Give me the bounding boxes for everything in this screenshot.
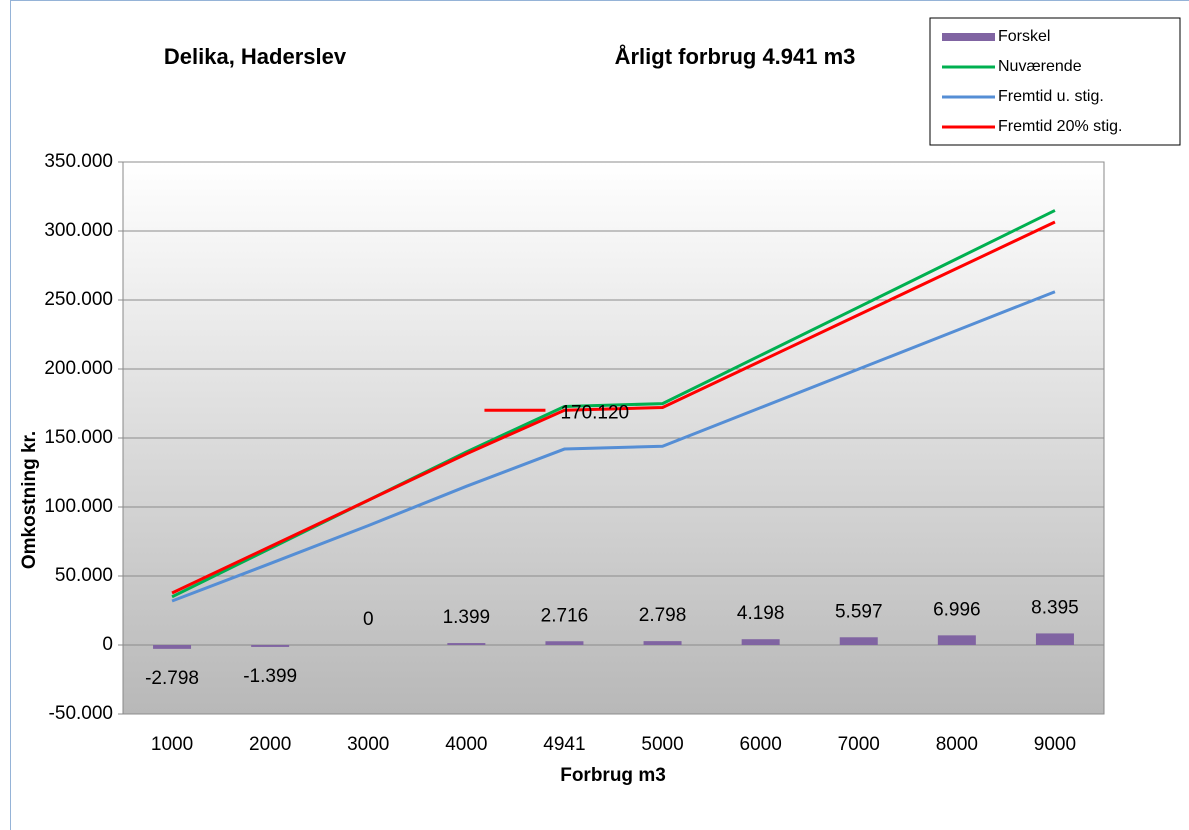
data-label: -2.798 (145, 668, 199, 689)
bar (937, 635, 976, 645)
x-tick-label: 4941 (543, 734, 585, 755)
y-tick-label: -50.000 (49, 703, 113, 724)
x-tick-label: 2000 (249, 734, 291, 755)
y-axis-label: Omkostning kr. (19, 431, 40, 569)
chart-title: Delika, Haderslev (164, 44, 347, 69)
y-tick-label: 0 (102, 634, 113, 655)
legend-marker (942, 33, 995, 41)
x-tick-label: 7000 (838, 734, 880, 755)
bar (251, 645, 290, 647)
y-tick-label: 150.000 (44, 427, 113, 448)
chart-subtitle: Årligt forbrug 4.941 m3 (615, 43, 856, 69)
bar (741, 639, 780, 645)
y-tick-label: 300.000 (44, 220, 113, 241)
data-label: 0 (363, 609, 374, 630)
y-tick-label: 250.000 (44, 289, 113, 310)
y-tick-label: 50.000 (55, 565, 113, 586)
data-label: 4.198 (737, 603, 785, 624)
x-axis-label: Forbrug m3 (560, 765, 666, 786)
legend-label: Fremtid u. stig. (998, 88, 1104, 105)
data-label: 6.996 (933, 599, 981, 620)
y-tick-label: 350.000 (44, 151, 113, 172)
x-tick-label: 4000 (445, 734, 487, 755)
data-label: 2.798 (639, 605, 687, 626)
data-label: 5.597 (835, 601, 883, 622)
data-label: 8.395 (1031, 597, 1079, 618)
x-tick-label: 8000 (936, 734, 978, 755)
y-tick-label: 100.000 (44, 496, 113, 517)
line (171, 290, 1056, 603)
line (171, 220, 1056, 595)
legend-label: Forskel (998, 28, 1050, 45)
bar (1035, 633, 1074, 645)
bar (545, 641, 584, 645)
y-tick-label: 200.000 (44, 358, 113, 379)
data-label: 1.399 (443, 607, 491, 628)
x-tick-label: 6000 (740, 734, 782, 755)
bar (153, 645, 192, 649)
data-label: 2.716 (541, 605, 589, 626)
x-tick-label: 9000 (1034, 734, 1076, 755)
x-tick-label: 5000 (641, 734, 683, 755)
legend-label: Nuværende (998, 58, 1082, 75)
bar (839, 637, 878, 645)
bar (447, 643, 486, 645)
legend-label: Fremtid 20% stig. (998, 118, 1122, 135)
annotation: 170.120 (560, 402, 629, 423)
data-label: -1.399 (243, 666, 297, 687)
bar (643, 641, 682, 645)
x-tick-label: 3000 (347, 734, 389, 755)
x-tick-label: 1000 (151, 734, 193, 755)
